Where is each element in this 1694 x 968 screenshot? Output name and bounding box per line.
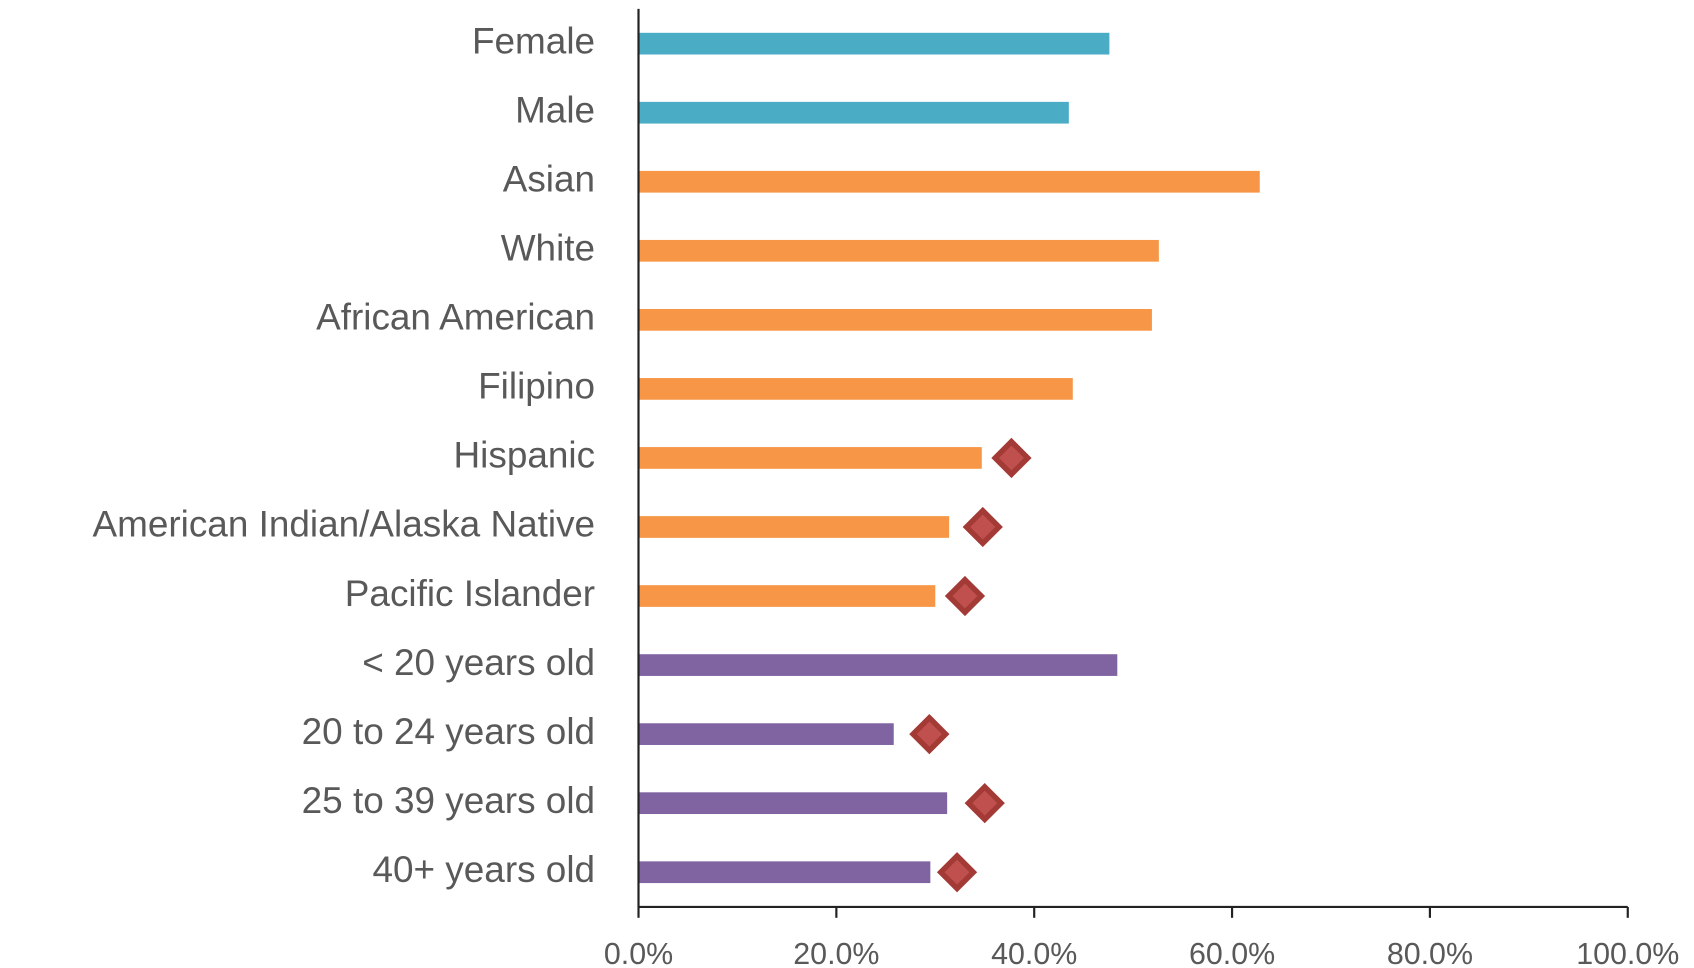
x-tick-label: 0.0% [604, 937, 673, 968]
marker [991, 437, 1032, 479]
marker [936, 852, 978, 893]
bar [638, 32, 1110, 55]
bar [638, 378, 1073, 400]
x-tick-label: 60.0% [1189, 937, 1275, 968]
y-tick-label: 20 to 24 years old [302, 711, 595, 752]
bar [638, 516, 950, 538]
y-tick-label: Hispanic [454, 435, 596, 476]
y-tick-label: 40+ years old [372, 849, 595, 890]
y-tick-label: Asian [503, 159, 595, 200]
marker [962, 506, 1003, 548]
bar [638, 170, 1260, 193]
y-tick-label: White [501, 228, 595, 269]
bar [638, 861, 931, 884]
bar [638, 723, 894, 745]
x-tick-label: 40.0% [991, 937, 1077, 968]
bar [638, 447, 982, 469]
y-tick-label: Filipino [478, 366, 595, 407]
marker [964, 783, 1005, 824]
y-tick-label: 25 to 39 years old [302, 780, 595, 821]
y-tick-label: Male [515, 89, 595, 130]
y-tick-label: < 20 years old [362, 642, 595, 683]
marker [944, 575, 986, 617]
x-tick-label: 100.0% [1576, 937, 1679, 968]
bar [638, 101, 1069, 124]
y-tick-label: African American [316, 297, 595, 338]
bar [638, 792, 948, 815]
y-tick-label: Female [472, 20, 595, 61]
bar [638, 654, 1118, 676]
x-tick-label: 80.0% [1387, 937, 1473, 968]
x-tick-label: 20.0% [793, 937, 879, 968]
bar [638, 239, 1159, 262]
y-tick-label: American Indian/Alaska Native [92, 504, 595, 545]
y-tick-label: Pacific Islander [345, 573, 595, 614]
bar [638, 585, 936, 607]
marker [909, 713, 950, 755]
bar [638, 308, 1152, 331]
